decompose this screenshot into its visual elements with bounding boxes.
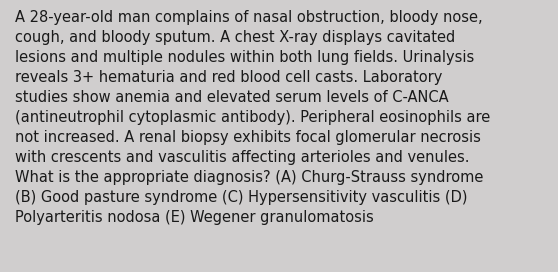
Text: A 28-year-old man complains of nasal obstruction, bloody nose,
cough, and bloody: A 28-year-old man complains of nasal obs… [15,10,490,225]
